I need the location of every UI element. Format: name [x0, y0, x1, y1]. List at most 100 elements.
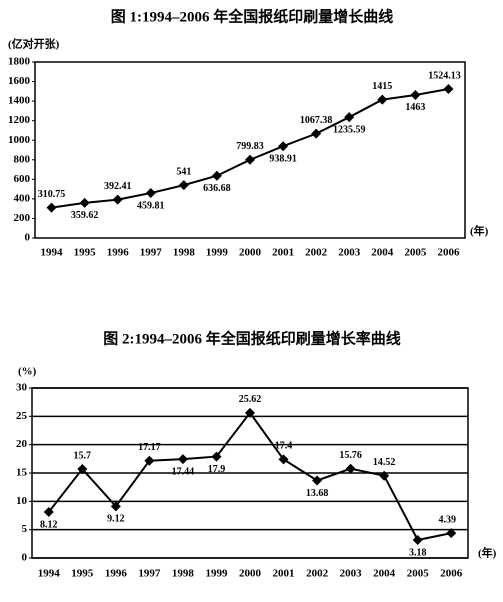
- data-point: [312, 475, 323, 486]
- data-label: 1415: [372, 81, 392, 92]
- data-point: [412, 534, 423, 545]
- data-label: 25.62: [239, 394, 262, 405]
- x-tick-label: 2000: [239, 247, 262, 259]
- x-tick-label: 1999: [206, 247, 229, 259]
- data-point: [245, 154, 255, 165]
- data-point: [145, 188, 156, 199]
- data-point: [211, 451, 222, 462]
- y-axis-label: (%): [18, 366, 37, 378]
- data-label: 459.81: [137, 200, 165, 211]
- x-tick-label: 1997: [138, 568, 161, 580]
- data-point: [410, 89, 421, 100]
- data-point: [344, 112, 355, 123]
- data-label: 392.41: [104, 181, 132, 192]
- y-tick-label: 1000: [8, 134, 31, 146]
- data-point: [77, 464, 88, 475]
- data-label: 1067.38: [300, 115, 333, 126]
- y-tick-label: 600: [14, 173, 31, 185]
- x-axis-label: (年): [478, 546, 497, 560]
- plot-frame: [34, 61, 466, 239]
- data-label: 4.39: [438, 514, 456, 525]
- x-tick-label: 1996: [107, 247, 130, 259]
- data-label: 359.62: [71, 210, 99, 221]
- data-label: 15.76: [339, 450, 362, 461]
- x-tick-label: 2006: [437, 247, 460, 259]
- data-point: [443, 83, 454, 94]
- x-tick-label: 1998: [173, 247, 196, 259]
- data-label: 1235.59: [333, 124, 366, 135]
- data-point: [79, 197, 90, 208]
- data-point: [311, 128, 322, 139]
- data-point: [144, 455, 155, 466]
- x-tick-label: 2003: [340, 568, 363, 580]
- y-tick-label: 400: [14, 192, 31, 204]
- y-tick-label: 15: [16, 467, 28, 479]
- y-tick-label: 20: [16, 438, 28, 450]
- data-point: [43, 506, 54, 517]
- data-point: [377, 94, 388, 105]
- x-axis-label: (年): [470, 224, 489, 238]
- y-tick-label: 800: [14, 153, 31, 165]
- y-tick-label: 1200: [8, 114, 31, 126]
- data-label: 799.83: [236, 141, 264, 152]
- data-label: 17.44: [172, 466, 195, 477]
- chart-title: 图 1:1994–2006 年全国报纸印刷量增长曲线: [111, 7, 394, 25]
- data-point: [178, 180, 189, 191]
- data-point: [110, 501, 121, 512]
- data-point: [278, 141, 289, 152]
- y-tick-label: 0: [25, 232, 31, 244]
- y-tick-label: 5: [22, 523, 28, 535]
- data-point: [278, 454, 289, 465]
- x-tick-label: 1994: [41, 247, 64, 259]
- data-label: 17.9: [208, 464, 226, 475]
- data-point: [345, 463, 356, 474]
- data-label: 310.75: [38, 189, 66, 200]
- x-tick-label: 1994: [38, 568, 61, 580]
- y-tick-label: 30: [16, 382, 28, 394]
- x-tick-label: 2006: [440, 568, 463, 580]
- x-tick-label: 1996: [105, 568, 128, 580]
- data-point: [112, 194, 123, 205]
- data-point: [46, 202, 57, 213]
- x-tick-label: 2001: [272, 247, 294, 259]
- y-tick-label: 1600: [8, 75, 31, 87]
- x-tick-label: 1997: [140, 247, 163, 259]
- data-label: 17.4: [275, 441, 293, 452]
- y-tick-label: 0: [22, 552, 28, 564]
- x-tick-label: 1999: [205, 568, 228, 580]
- data-point: [177, 454, 188, 465]
- x-tick-label: 2001: [273, 568, 295, 580]
- data-label: 1463: [405, 102, 425, 113]
- x-tick-label: 2000: [239, 568, 262, 580]
- y-tick-label: 200: [14, 212, 31, 224]
- data-label: 17.17: [138, 442, 161, 453]
- data-label: 3.18: [409, 547, 427, 558]
- data-label: 14.52: [373, 457, 396, 468]
- x-tick-label: 1998: [172, 568, 195, 580]
- data-point: [245, 407, 255, 418]
- x-tick-label: 2003: [338, 247, 361, 259]
- y-tick-label: 25: [16, 410, 28, 422]
- data-label: 1524.13: [428, 70, 461, 81]
- data-point: [211, 170, 222, 181]
- data-label: 9.12: [107, 514, 125, 525]
- data-label: 938.91: [269, 153, 297, 164]
- y-axis-label: (亿对开张): [8, 37, 60, 51]
- x-tick-label: 2002: [306, 568, 329, 580]
- x-tick-label: 2005: [407, 568, 430, 580]
- data-label: 541: [176, 166, 191, 177]
- data-point: [446, 528, 457, 539]
- data-label: 13.68: [306, 488, 329, 499]
- x-tick-label: 2005: [404, 247, 427, 259]
- y-tick-label: 10: [16, 495, 28, 507]
- data-label: 636.68: [203, 183, 231, 194]
- x-tick-label: 1995: [74, 247, 97, 259]
- x-tick-label: 2002: [305, 247, 328, 259]
- x-tick-label: 2004: [371, 247, 394, 259]
- data-point: [379, 470, 390, 481]
- y-tick-label: 1400: [8, 95, 31, 107]
- data-label: 15.7: [74, 450, 92, 461]
- y-tick-label: 1800: [8, 56, 31, 68]
- x-tick-label: 2004: [373, 568, 396, 580]
